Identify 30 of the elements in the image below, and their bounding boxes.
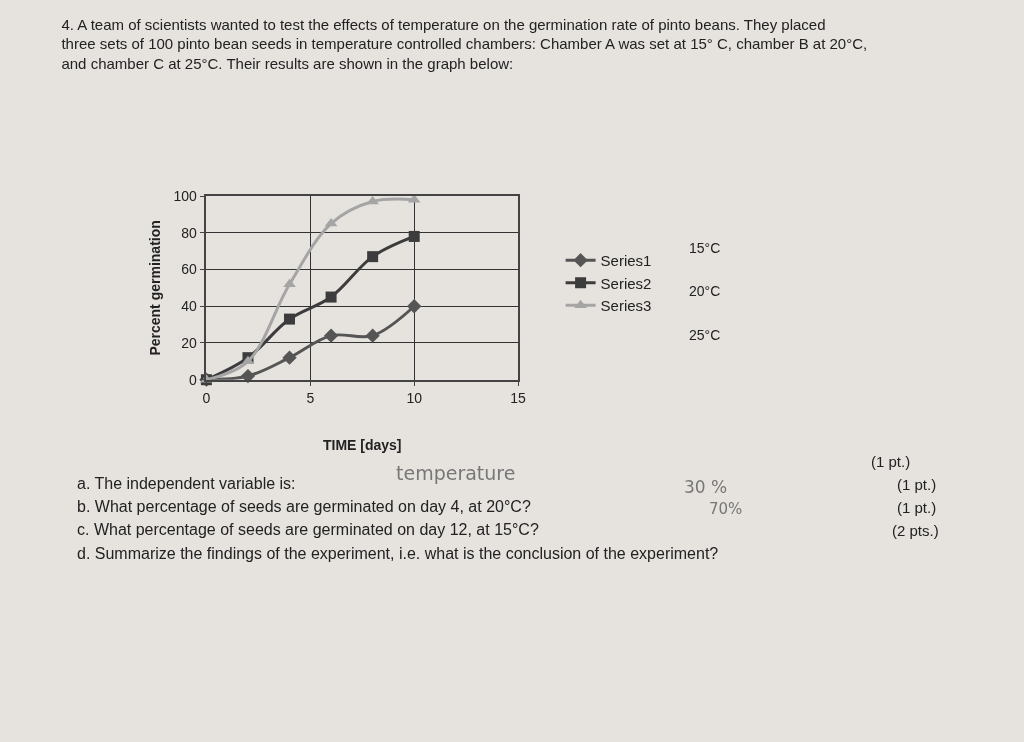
text: c. What percentage of seeds are germinated on day 12, at 15°C? [77, 521, 539, 538]
text: b. What percentage of seeds are germinated on day 4, at 20°C? [77, 498, 531, 515]
y-tick-label: 80 [181, 224, 198, 241]
x-tick-label: 5 [306, 390, 315, 407]
y-tick-label: 40 [181, 298, 198, 315]
y-tick-label: 60 [181, 261, 198, 278]
legend-label: Series1 [600, 252, 652, 270]
chart-title: 4. A team of scientists wanted to test the effects of temperature on the germination rate of pinto beans. They placed three sets of 100 pinto bean seeds in temperature controlled chambers: Chamber A was set at 15° C, chamber B at 20°C, and chamber C at 25°C. Their results are shown in the graph below: [61, 15, 868, 72]
x-tick-label: 15 [510, 390, 527, 407]
legend-label: Series3 [600, 297, 652, 315]
y-tick-label: 100 [173, 187, 198, 204]
text: (2 pts.) [892, 522, 939, 539]
x-axis-title: TIME [days] [322, 437, 402, 454]
text: 15°C [689, 240, 721, 256]
text: (1 pt.) [897, 499, 937, 516]
text: 25°C [689, 327, 721, 343]
legend-label: Series2 [600, 274, 652, 292]
text: 70% [709, 500, 743, 518]
text: (1 pt.) [897, 476, 937, 493]
text: temperature [396, 462, 516, 484]
x-tick-label: 0 [202, 390, 211, 407]
text: d. Summarize the findings of the experiment, i.e. what is the conclusion of the experiment? [77, 545, 719, 562]
y-tick-label: 20 [181, 334, 198, 351]
text: 30 % [684, 477, 728, 497]
text: 20°C [689, 283, 721, 299]
text: (1 pt.) [871, 453, 911, 470]
x-tick-label: 10 [406, 390, 423, 407]
y-tick-label: 0 [189, 371, 198, 388]
y-axis-title: Percent germination [146, 220, 163, 356]
text: a. The independent variable is: [77, 475, 296, 492]
